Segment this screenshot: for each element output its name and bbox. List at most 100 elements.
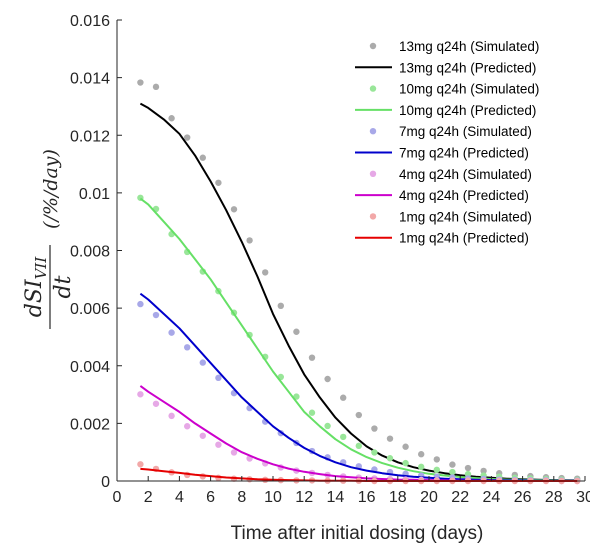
y-tick-label: 0.008 bbox=[70, 244, 110, 261]
y-tick-label: 0.014 bbox=[70, 71, 110, 88]
legend-label: 10mg q24h (Simulated) bbox=[399, 82, 539, 97]
x-tick-label: 2 bbox=[144, 489, 153, 506]
legend-label: 7mg q24h (Predicted) bbox=[399, 146, 529, 161]
data-point bbox=[152, 311, 160, 319]
data-point bbox=[371, 449, 378, 456]
legend-label: 4mg q24h (Predicted) bbox=[399, 188, 529, 203]
data-point bbox=[168, 412, 175, 420]
data-point bbox=[215, 374, 222, 382]
data-point bbox=[449, 461, 456, 468]
data-point bbox=[308, 354, 316, 361]
y-tick-label: 0.016 bbox=[70, 13, 110, 30]
y-axis-title-numerator-subscript: VII bbox=[32, 256, 50, 280]
x-axis-ticks: 0 2 4 6 8 10 12 14 16 18 20 22 24 26 28 30 bbox=[113, 476, 590, 506]
data-point bbox=[402, 443, 409, 450]
data-point bbox=[355, 411, 362, 419]
data-point bbox=[199, 432, 206, 439]
x-tick-label: 22 bbox=[451, 489, 469, 506]
y-axis-title-denominator: dt bbox=[51, 275, 76, 298]
legend-swatch-point bbox=[369, 128, 377, 135]
data-point bbox=[293, 328, 300, 335]
data-point bbox=[340, 433, 347, 441]
data-point bbox=[152, 83, 160, 91]
x-tick-label: 14 bbox=[327, 489, 345, 506]
x-tick-label: 16 bbox=[358, 489, 376, 506]
data-point bbox=[199, 359, 206, 366]
x-tick-label: 12 bbox=[295, 489, 313, 506]
y-axis-title-numerator: dSIVII bbox=[22, 256, 50, 318]
x-tick-label: 18 bbox=[389, 489, 407, 506]
y-tick-label: 0.012 bbox=[70, 128, 110, 145]
data-point bbox=[137, 300, 144, 308]
data-point bbox=[433, 466, 440, 473]
data-point bbox=[433, 456, 440, 463]
x-tick-label: 28 bbox=[545, 489, 563, 506]
legend-swatch-point bbox=[369, 42, 377, 50]
data-point bbox=[230, 206, 238, 213]
data-point bbox=[168, 329, 175, 336]
data-point bbox=[464, 464, 472, 472]
y-axis-title-numerator-base: dSI bbox=[22, 278, 47, 317]
data-point bbox=[386, 455, 394, 462]
data-point bbox=[449, 468, 456, 476]
y-tick-label: 0 bbox=[101, 474, 110, 491]
x-tick-label: 30 bbox=[576, 489, 590, 506]
legend-label: 13mg q24h (Simulated) bbox=[399, 39, 539, 54]
data-point bbox=[184, 134, 191, 141]
legend: 13mg q24h (Simulated) 13mg q24h (Predicte… bbox=[355, 39, 539, 246]
data-point bbox=[308, 409, 316, 416]
data-point bbox=[215, 179, 222, 186]
data-point bbox=[355, 442, 362, 450]
data-point bbox=[215, 441, 222, 448]
data-point bbox=[371, 425, 378, 432]
legend-label: 1mg q24h (Simulated) bbox=[399, 209, 532, 224]
data-point bbox=[386, 435, 394, 442]
legend-label: 7mg q24h (Simulated) bbox=[399, 124, 532, 139]
y-axis-ticks: 0 0.002 0.004 0.006 0.008 0.01 0.012 0.014 0.016 bbox=[70, 13, 122, 491]
legend-label: 13mg q24h (Predicted) bbox=[399, 60, 536, 75]
data-point bbox=[184, 423, 191, 430]
y-tick-label: 0.002 bbox=[70, 416, 110, 433]
x-tick-label: 24 bbox=[483, 489, 501, 506]
data-point bbox=[480, 467, 487, 475]
plot-area bbox=[137, 79, 581, 485]
data-point bbox=[262, 269, 269, 276]
data-point bbox=[199, 154, 206, 161]
y-tick-label: 0.01 bbox=[79, 186, 110, 203]
y-axis-title: dSIVII dt (/%/day) bbox=[22, 149, 76, 329]
data-point bbox=[137, 391, 144, 398]
data-point bbox=[418, 451, 425, 458]
x-axis-title: Time after initial dosing (days) bbox=[231, 523, 484, 543]
legend-swatch-point bbox=[369, 170, 377, 177]
x-tick-label: 6 bbox=[206, 489, 215, 506]
data-point bbox=[137, 79, 144, 86]
x-tick-label: 4 bbox=[175, 489, 184, 506]
data-point bbox=[246, 237, 253, 244]
data-point bbox=[418, 463, 425, 471]
y-tick-label: 0.004 bbox=[70, 359, 110, 376]
legend-label: 4mg q24h (Simulated) bbox=[399, 167, 532, 182]
legend-label: 1mg q24h (Predicted) bbox=[399, 231, 529, 246]
data-point bbox=[184, 344, 191, 351]
data-point bbox=[324, 375, 331, 383]
x-tick-label: 8 bbox=[237, 489, 246, 506]
x-tick-label: 10 bbox=[264, 489, 282, 506]
data-point bbox=[402, 459, 409, 467]
x-tick-label: 0 bbox=[113, 489, 122, 506]
data-point bbox=[137, 461, 144, 468]
data-point bbox=[340, 394, 347, 401]
data-point bbox=[230, 449, 238, 456]
data-point bbox=[168, 115, 175, 122]
x-tick-label: 20 bbox=[420, 489, 438, 506]
y-axis-title-unit: (/%/day) bbox=[40, 149, 62, 229]
x-tick-label: 26 bbox=[514, 489, 532, 506]
legend-swatch-point bbox=[369, 213, 377, 220]
legend-label: 10mg q24h (Predicted) bbox=[399, 103, 536, 118]
data-point bbox=[324, 422, 331, 430]
data-point bbox=[152, 400, 160, 407]
y-tick-label: 0.006 bbox=[70, 301, 110, 318]
legend-swatch-point bbox=[369, 85, 377, 92]
data-point bbox=[277, 302, 284, 310]
